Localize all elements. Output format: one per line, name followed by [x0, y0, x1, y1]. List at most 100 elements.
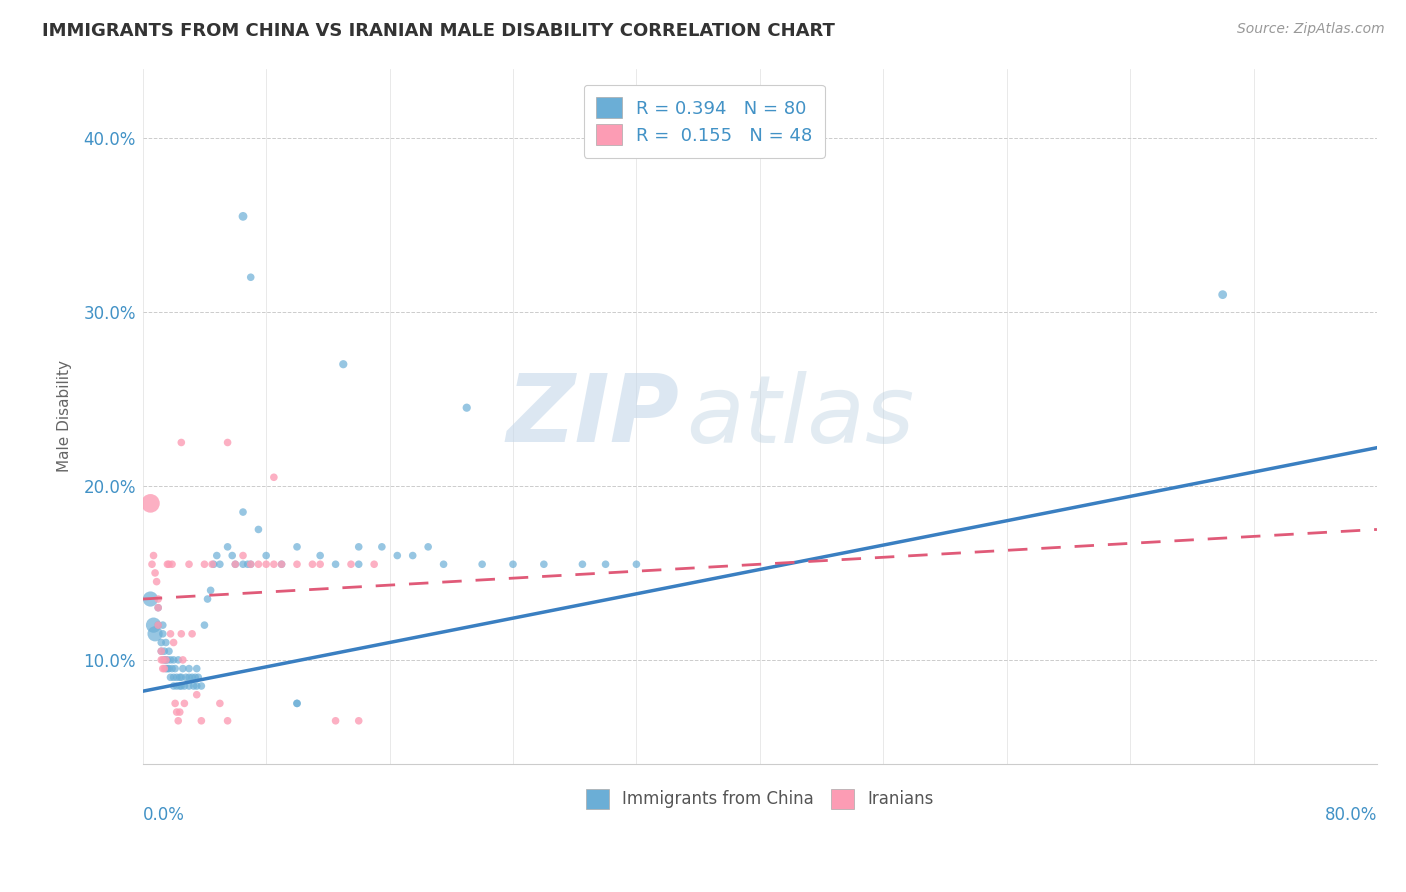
- Point: [418, 540, 440, 554]
- Point: [502, 558, 524, 572]
- Point: [193, 558, 215, 572]
- Point: [239, 558, 262, 572]
- Point: [270, 558, 292, 572]
- Point: [150, 644, 173, 658]
- Point: [155, 662, 177, 676]
- Point: [152, 627, 174, 641]
- Point: [146, 600, 169, 615]
- Text: 0.0%: 0.0%: [143, 806, 184, 824]
- Point: [217, 714, 239, 728]
- Point: [232, 210, 254, 224]
- Point: [162, 653, 184, 667]
- Point: [150, 644, 173, 658]
- Point: [165, 662, 187, 676]
- Point: [172, 662, 194, 676]
- Point: [340, 558, 363, 572]
- Point: [200, 583, 222, 598]
- Point: [309, 558, 332, 572]
- Point: [159, 670, 181, 684]
- Point: [533, 558, 555, 572]
- Point: [173, 697, 195, 711]
- Point: [142, 549, 165, 563]
- Point: [177, 558, 200, 572]
- Point: [150, 635, 173, 649]
- Text: Source: ZipAtlas.com: Source: ZipAtlas.com: [1237, 22, 1385, 37]
- Point: [285, 540, 308, 554]
- Point: [159, 653, 181, 667]
- Point: [387, 549, 409, 563]
- Point: [626, 558, 648, 572]
- Point: [156, 653, 179, 667]
- Point: [160, 558, 183, 572]
- Legend: Immigrants from China, Iranians: Immigrants from China, Iranians: [576, 780, 943, 819]
- Point: [232, 505, 254, 519]
- Point: [170, 670, 193, 684]
- Text: 80.0%: 80.0%: [1324, 806, 1376, 824]
- Point: [254, 549, 277, 563]
- Point: [309, 549, 332, 563]
- Point: [170, 435, 193, 450]
- Point: [247, 523, 270, 537]
- Point: [146, 600, 169, 615]
- Text: IMMIGRANTS FROM CHINA VS IRANIAN MALE DISABILITY CORRELATION CHART: IMMIGRANTS FROM CHINA VS IRANIAN MALE DI…: [42, 22, 835, 40]
- Point: [1212, 287, 1234, 301]
- Point: [325, 714, 347, 728]
- Point: [186, 688, 208, 702]
- Point: [146, 618, 169, 632]
- Point: [162, 679, 184, 693]
- Point: [224, 558, 246, 572]
- Point: [143, 627, 166, 641]
- Point: [169, 670, 191, 684]
- Point: [332, 357, 354, 371]
- Point: [247, 558, 270, 572]
- Point: [363, 558, 385, 572]
- Point: [155, 653, 177, 667]
- Point: [208, 558, 231, 572]
- Point: [285, 697, 308, 711]
- Point: [263, 470, 285, 484]
- Point: [232, 549, 254, 563]
- Point: [150, 653, 173, 667]
- Text: atlas: atlas: [686, 371, 914, 462]
- Point: [285, 558, 308, 572]
- Point: [232, 558, 254, 572]
- Point: [166, 670, 188, 684]
- Point: [141, 558, 163, 572]
- Point: [571, 558, 593, 572]
- Point: [193, 618, 215, 632]
- Point: [270, 558, 292, 572]
- Point: [157, 644, 180, 658]
- Point: [156, 558, 179, 572]
- Point: [177, 679, 200, 693]
- Point: [157, 662, 180, 676]
- Point: [146, 592, 169, 607]
- Point: [217, 435, 239, 450]
- Point: [177, 670, 200, 684]
- Point: [159, 627, 181, 641]
- Point: [160, 662, 183, 676]
- Point: [166, 705, 188, 719]
- Point: [221, 549, 243, 563]
- Point: [347, 558, 370, 572]
- Point: [208, 697, 231, 711]
- Point: [153, 644, 176, 658]
- Point: [190, 714, 212, 728]
- Point: [177, 662, 200, 676]
- Point: [152, 653, 174, 667]
- Point: [285, 697, 308, 711]
- Point: [456, 401, 478, 415]
- Point: [236, 558, 259, 572]
- Point: [595, 558, 617, 572]
- Point: [239, 558, 262, 572]
- Point: [202, 558, 225, 572]
- Point: [153, 653, 176, 667]
- Point: [167, 714, 190, 728]
- Point: [239, 270, 262, 285]
- Point: [201, 558, 224, 572]
- Text: ZIP: ZIP: [506, 370, 679, 462]
- Point: [197, 592, 219, 607]
- Point: [152, 662, 174, 676]
- Point: [224, 558, 246, 572]
- Point: [181, 627, 204, 641]
- Point: [157, 558, 180, 572]
